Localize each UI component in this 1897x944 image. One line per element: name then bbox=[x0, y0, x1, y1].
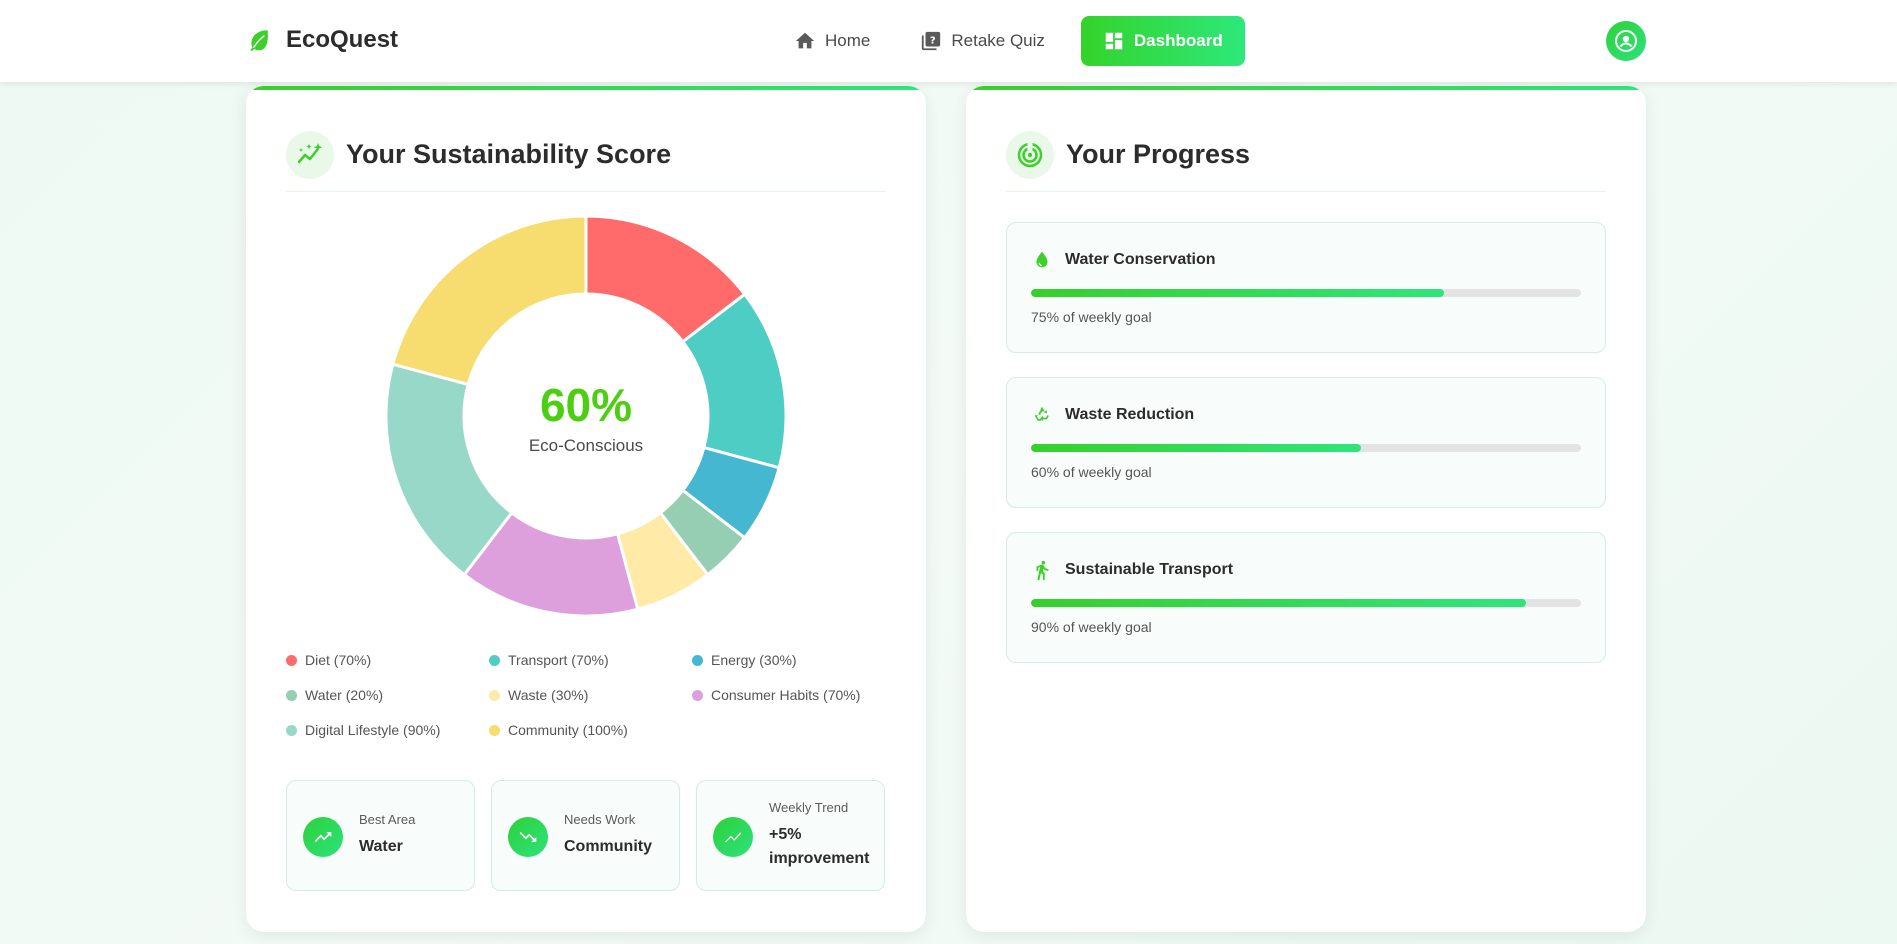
quiz-icon: ? bbox=[922, 31, 941, 51]
progress-title: Water Conservation bbox=[1065, 251, 1216, 268]
dashboard-icon bbox=[1105, 32, 1123, 50]
legend-dot bbox=[286, 689, 297, 701]
progress-caption: 60% of weekly goal bbox=[1031, 464, 1152, 480]
legend-label: Diet (70%) bbox=[305, 652, 372, 668]
legend-item-water[interactable]: Water (20%) bbox=[286, 687, 383, 703]
legend-item-waste[interactable]: Waste (30%) bbox=[489, 687, 588, 703]
legend-dot bbox=[489, 689, 500, 701]
donut-chart-svg bbox=[384, 214, 788, 618]
legend-label: Consumer Habits (70%) bbox=[711, 687, 861, 703]
water-drop-icon bbox=[1036, 251, 1048, 268]
legend-label: Waste (30%) bbox=[508, 687, 589, 703]
progress-card-header: Your Progress bbox=[1006, 126, 1606, 192]
legend-label: Community (100%) bbox=[508, 722, 628, 738]
home-icon bbox=[795, 32, 815, 49]
progress-bar-track bbox=[1031, 444, 1581, 452]
score-card-header: Your Sustainability Score bbox=[286, 126, 886, 192]
stat-label: Weekly Trend bbox=[769, 800, 849, 815]
progress-item-water-conservation: Water Conservation 75% of weekly goal bbox=[1006, 222, 1606, 353]
legend-item-community[interactable]: Community (100%) bbox=[489, 722, 628, 738]
stat-label: Best Area bbox=[359, 812, 416, 827]
recycle-icon bbox=[1035, 406, 1049, 422]
brand[interactable]: EcoQuest bbox=[246, 26, 398, 54]
user-avatar-button[interactable] bbox=[1606, 21, 1646, 61]
nav-retake-quiz-label: Retake Quiz bbox=[951, 31, 1045, 50]
progress-title: Waste Reduction bbox=[1065, 406, 1195, 423]
progress-card-title: Your Progress bbox=[1066, 139, 1251, 169]
score-card-title: Your Sustainability Score bbox=[346, 139, 672, 169]
sustainability-donut-chart: 60% Eco-Conscious bbox=[384, 214, 788, 618]
legend-label: Digital Lifestyle (90%) bbox=[305, 722, 441, 738]
legend-dot bbox=[489, 654, 500, 666]
progress-bar-track bbox=[1031, 599, 1581, 607]
nav-retake-quiz[interactable]: ? Retake Quiz bbox=[906, 16, 1059, 66]
progress-title: Sustainable Transport bbox=[1065, 561, 1234, 578]
legend-dot bbox=[692, 689, 703, 701]
nav-dashboard-label: Dashboard bbox=[1133, 31, 1223, 50]
stat-value: +5% improvement bbox=[769, 826, 870, 867]
trending-down-icon bbox=[508, 817, 548, 857]
legend-item-consumer-habits[interactable]: Consumer Habits (70%) bbox=[692, 687, 860, 703]
navbar: EcoQuest Home ? Retake Quiz Dashboard bbox=[0, 0, 1897, 82]
legend-dot bbox=[489, 724, 500, 736]
progress-caption: 75% of weekly goal bbox=[1031, 309, 1152, 325]
nav-home[interactable]: Home bbox=[780, 16, 884, 66]
progress-caption: 90% of weekly goal bbox=[1031, 619, 1152, 635]
legend-label: Energy (30%) bbox=[711, 652, 797, 668]
sparkle-trend-icon bbox=[286, 130, 334, 179]
legend-item-transport[interactable]: Transport (70%) bbox=[489, 652, 609, 668]
user-circle-icon bbox=[1615, 30, 1637, 52]
stat-weekly-trend: Weekly Trend +5% improvement bbox=[696, 780, 885, 891]
leaf-icon bbox=[250, 30, 268, 52]
donut-slice-community[interactable] bbox=[390, 214, 588, 387]
progress-bar-track bbox=[1031, 289, 1581, 297]
nav-home-label: Home bbox=[825, 31, 871, 50]
legend-dot bbox=[286, 724, 297, 736]
stat-value: Water bbox=[359, 838, 403, 855]
nav-dashboard[interactable]: Dashboard bbox=[1080, 16, 1245, 66]
progress-bar-fill bbox=[1031, 599, 1526, 607]
trending-up-icon bbox=[303, 817, 343, 857]
stat-label: Needs Work bbox=[564, 812, 636, 827]
legend-label: Water (20%) bbox=[305, 687, 384, 703]
progress-item-waste-reduction: Waste Reduction 60% of weekly goal bbox=[1006, 377, 1606, 508]
donut-center: 60% Eco-Conscious bbox=[386, 216, 786, 616]
legend-dot bbox=[286, 654, 297, 666]
legend-item-energy[interactable]: Energy (30%) bbox=[692, 652, 797, 668]
progress-card: Your Progress Water Conservation 75% of … bbox=[966, 86, 1646, 932]
sustainability-score-card: Your Sustainability Score 60% Eco-Consci… bbox=[246, 86, 926, 932]
nav-links: Home ? Retake Quiz Dashboard bbox=[780, 16, 1245, 66]
trend-line-icon bbox=[713, 817, 753, 857]
legend-item-diet[interactable]: Diet (70%) bbox=[286, 652, 371, 668]
legend-label: Transport (70%) bbox=[508, 652, 609, 668]
stat-needs-work: Needs Work Community bbox=[491, 780, 680, 891]
walking-icon bbox=[1036, 560, 1049, 581]
stat-best-area: Best Area Water bbox=[286, 780, 475, 891]
progress-item-sustainable-transport: Sustainable Transport 90% of weekly goal bbox=[1006, 532, 1606, 663]
score-percent: 60% bbox=[539, 379, 633, 431]
stat-value: Community bbox=[564, 838, 652, 855]
score-label: Eco-Conscious bbox=[528, 436, 644, 455]
legend-item-digital-lifestyle[interactable]: Digital Lifestyle (90%) bbox=[286, 722, 440, 738]
progress-bar-fill bbox=[1031, 289, 1444, 297]
progress-bar-fill bbox=[1031, 444, 1361, 452]
legend-dot bbox=[692, 654, 703, 666]
target-icon bbox=[1006, 130, 1054, 179]
svg-text:?: ? bbox=[930, 35, 936, 46]
brand-name: EcoQuest bbox=[286, 26, 399, 53]
